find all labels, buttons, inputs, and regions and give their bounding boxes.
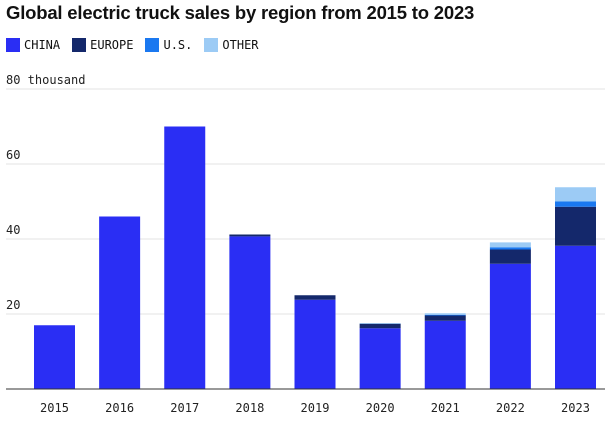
- bar-europe-2021: [424, 315, 466, 321]
- bar-other-2023: [555, 187, 596, 202]
- bar-other-2021: [424, 313, 466, 315]
- bar-china-2017: [164, 126, 206, 389]
- legend-item-china: CHINA: [6, 38, 60, 52]
- x-tick-label-2016: 2016: [105, 401, 134, 415]
- x-tick-label-2019: 2019: [301, 401, 330, 415]
- bar-china-2022: [489, 263, 531, 389]
- legend-item-us: U.S.: [145, 38, 192, 52]
- x-tick-label-2018: 2018: [235, 401, 264, 415]
- bar-europe-2018: [229, 234, 271, 237]
- chart-title: Global electric truck sales by region fr…: [6, 2, 475, 23]
- x-tick-label-2023: 2023: [561, 401, 590, 415]
- bar-china-2018: [229, 236, 271, 390]
- bar-europe-2023: [555, 206, 596, 246]
- y-tick-label-80: 80 thousand: [6, 73, 85, 87]
- legend-swatch-china: [6, 38, 20, 52]
- bar-u-s-2022: [489, 247, 531, 250]
- x-tick-label-2022: 2022: [496, 401, 525, 415]
- bar-other-2020: [359, 323, 401, 324]
- y-tick-label-40: 40: [6, 223, 20, 237]
- x-tick-label-2015: 2015: [40, 401, 69, 415]
- bar-china-2021: [424, 320, 466, 389]
- legend-label-china: CHINA: [24, 38, 61, 52]
- bar-u-s-2023: [555, 201, 596, 207]
- bar-europe-2020: [359, 323, 401, 329]
- bar-china-2016: [99, 216, 141, 389]
- bar-other-2022: [489, 242, 531, 248]
- y-tick-label-20: 20: [6, 298, 20, 312]
- legend-swatch-other: [204, 38, 219, 52]
- x-tick-label-2020: 2020: [366, 401, 395, 415]
- bar-europe-2022: [489, 249, 531, 264]
- bar-china-2015: [34, 325, 75, 389]
- x-tick-label-2021: 2021: [431, 401, 460, 415]
- bar-u-s-2021: [424, 314, 466, 316]
- y-tick-label-60: 60: [6, 148, 20, 162]
- legend-item-europe: EUROPE: [72, 38, 133, 52]
- legend-swatch-us: [145, 38, 160, 52]
- bar-europe-2019: [294, 295, 336, 300]
- legend-label-us: U.S.: [163, 38, 193, 52]
- legend: CHINA EUROPE U.S. OTHER: [6, 38, 271, 52]
- bar-china-2023: [555, 245, 596, 389]
- x-tick-label-2017: 2017: [170, 401, 199, 415]
- bar-china-2019: [294, 299, 336, 389]
- legend-item-other: OTHER: [204, 38, 259, 52]
- legend-swatch-europe: [72, 38, 87, 52]
- legend-label-other: OTHER: [222, 38, 259, 52]
- bar-china-2020: [359, 328, 401, 389]
- legend-label-europe: EUROPE: [90, 38, 134, 52]
